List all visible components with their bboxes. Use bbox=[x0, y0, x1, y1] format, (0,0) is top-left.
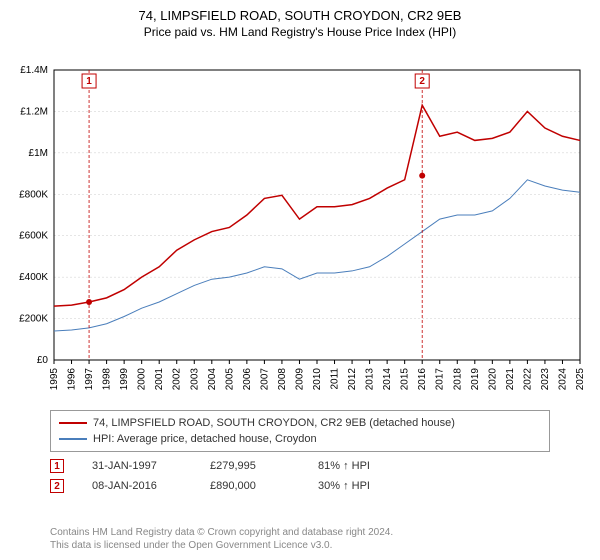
svg-text:£1M: £1M bbox=[29, 148, 48, 159]
svg-text:£600K: £600K bbox=[19, 231, 48, 242]
sale-price-2: £890,000 bbox=[210, 480, 290, 492]
svg-text:£0: £0 bbox=[37, 355, 49, 366]
svg-text:2007: 2007 bbox=[259, 368, 270, 391]
legend-label-price-paid: 74, LIMPSFIELD ROAD, SOUTH CROYDON, CR2 … bbox=[93, 417, 455, 429]
svg-text:2014: 2014 bbox=[382, 368, 393, 391]
svg-text:2018: 2018 bbox=[452, 368, 463, 391]
legend-row-hpi: HPI: Average price, detached house, Croy… bbox=[59, 431, 541, 447]
svg-text:2003: 2003 bbox=[189, 368, 200, 391]
page-subtitle: Price paid vs. HM Land Registry's House … bbox=[0, 25, 600, 39]
svg-text:£1.2M: £1.2M bbox=[20, 106, 48, 117]
legend-swatch-hpi bbox=[59, 438, 87, 440]
svg-text:2: 2 bbox=[419, 76, 425, 87]
svg-text:£200K: £200K bbox=[19, 314, 48, 325]
sale-date-1: 31-JAN-1997 bbox=[92, 460, 182, 472]
svg-text:£400K: £400K bbox=[19, 272, 48, 283]
svg-text:2010: 2010 bbox=[312, 368, 323, 391]
svg-text:1998: 1998 bbox=[102, 368, 113, 391]
svg-text:£800K: £800K bbox=[19, 189, 48, 200]
svg-text:1: 1 bbox=[86, 76, 92, 87]
svg-text:2011: 2011 bbox=[330, 368, 341, 390]
svg-text:2019: 2019 bbox=[470, 368, 481, 391]
svg-text:2015: 2015 bbox=[400, 368, 411, 391]
legend-swatch-price-paid bbox=[59, 422, 87, 424]
svg-text:1996: 1996 bbox=[67, 368, 78, 391]
page-title: 74, LIMPSFIELD ROAD, SOUTH CROYDON, CR2 … bbox=[0, 8, 600, 23]
svg-text:1999: 1999 bbox=[119, 368, 130, 391]
svg-text:1995: 1995 bbox=[49, 368, 60, 391]
svg-text:2005: 2005 bbox=[224, 368, 235, 391]
svg-text:2013: 2013 bbox=[365, 368, 376, 391]
svg-text:2017: 2017 bbox=[435, 368, 446, 391]
svg-text:2000: 2000 bbox=[137, 368, 148, 391]
svg-text:2009: 2009 bbox=[294, 368, 305, 391]
sale-vs-hpi-2: 30% ↑ HPI bbox=[318, 480, 370, 492]
svg-text:2025: 2025 bbox=[575, 368, 586, 391]
svg-text:2004: 2004 bbox=[207, 368, 218, 391]
sale-price-1: £279,995 bbox=[210, 460, 290, 472]
footer-attribution: Contains HM Land Registry data © Crown c… bbox=[50, 526, 393, 552]
svg-text:2024: 2024 bbox=[557, 368, 568, 391]
svg-text:2023: 2023 bbox=[540, 368, 551, 391]
sale-row-1: 1 31-JAN-1997 £279,995 81% ↑ HPI bbox=[50, 456, 370, 476]
legend-row-price-paid: 74, LIMPSFIELD ROAD, SOUTH CROYDON, CR2 … bbox=[59, 415, 541, 431]
svg-text:1997: 1997 bbox=[84, 368, 95, 391]
svg-text:2002: 2002 bbox=[172, 368, 183, 391]
svg-text:£1.4M: £1.4M bbox=[20, 65, 48, 76]
svg-text:2008: 2008 bbox=[277, 368, 288, 391]
sales-table: 1 31-JAN-1997 £279,995 81% ↑ HPI 2 08-JA… bbox=[50, 456, 370, 496]
svg-text:2012: 2012 bbox=[347, 368, 358, 391]
price-chart: £0 £200K £400K £600K £800K £1M £1.2M £1.4M 1995 1… bbox=[10, 50, 590, 400]
svg-text:2022: 2022 bbox=[522, 368, 533, 391]
sale-marker-2: 2 bbox=[50, 479, 64, 493]
legend-label-hpi: HPI: Average price, detached house, Croy… bbox=[93, 433, 317, 445]
footer-line-1: Contains HM Land Registry data © Crown c… bbox=[50, 526, 393, 539]
svg-text:2020: 2020 bbox=[487, 368, 498, 391]
svg-text:2021: 2021 bbox=[505, 368, 516, 391]
sale-date-2: 08-JAN-2016 bbox=[92, 480, 182, 492]
svg-text:2001: 2001 bbox=[154, 368, 165, 391]
sale-marker-1: 1 bbox=[50, 459, 64, 473]
svg-text:2006: 2006 bbox=[242, 368, 253, 391]
sale-vs-hpi-1: 81% ↑ HPI bbox=[318, 460, 370, 472]
svg-text:2016: 2016 bbox=[417, 368, 428, 391]
sale-row-2: 2 08-JAN-2016 £890,000 30% ↑ HPI bbox=[50, 476, 370, 496]
chart-svg: £0 £200K £400K £600K £800K £1M £1.2M £1.4M 1995 1… bbox=[10, 50, 590, 400]
footer-line-2: This data is licensed under the Open Gov… bbox=[50, 539, 393, 552]
chart-legend: 74, LIMPSFIELD ROAD, SOUTH CROYDON, CR2 … bbox=[50, 410, 550, 452]
